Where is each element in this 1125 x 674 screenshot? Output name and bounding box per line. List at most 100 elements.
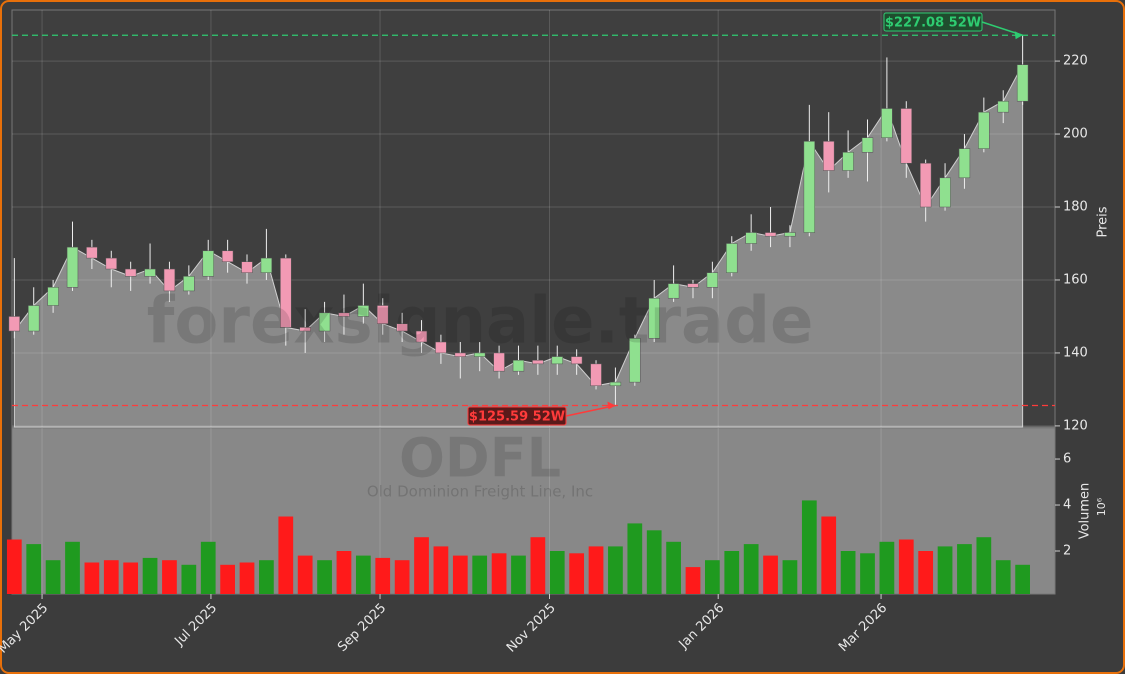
ticker-watermark: ODFL (399, 427, 561, 490)
candle-body (415, 330, 428, 343)
volume-bar (685, 567, 701, 594)
volume-tick-label: 2 (1063, 544, 1071, 559)
candle-body (241, 261, 253, 273)
candle-body (667, 283, 680, 299)
candle-body (842, 152, 854, 171)
volume-bar (375, 557, 391, 594)
company-watermark: Old Dominion Freight Line, Inc (367, 483, 593, 501)
candle-body (183, 276, 195, 292)
candle-body (221, 250, 234, 262)
volume-bar (239, 562, 255, 594)
candle-body (512, 359, 525, 372)
volume-bar (200, 541, 216, 594)
candle-body (784, 232, 796, 237)
candle-body (105, 257, 117, 270)
volume-bar (6, 539, 22, 594)
candle-body (803, 141, 816, 233)
volume-bar (724, 551, 740, 594)
watermark: forexsignale.trade (147, 285, 814, 359)
candle-body (532, 359, 544, 365)
volume-bar (879, 541, 895, 594)
candle-body (861, 137, 874, 153)
candle-body (939, 177, 951, 208)
volume-bar (278, 516, 294, 594)
volume-tick-label: 6 (1063, 452, 1071, 467)
volume-bar (355, 555, 371, 594)
candle-body (687, 283, 699, 288)
volume-bar (782, 560, 798, 594)
volume-bar (491, 553, 507, 594)
volume-bar (860, 553, 875, 594)
y-tick-label: 180 (1063, 200, 1088, 215)
y-tick-label: 120 (1063, 418, 1088, 433)
annotation-box (467, 406, 567, 426)
volume-bar (743, 544, 759, 594)
volume-bar (336, 551, 352, 594)
volume-bar (220, 564, 235, 594)
candle-body (435, 341, 447, 354)
annotation-label: $227.08 52W (885, 16, 981, 31)
candle-body (86, 246, 98, 259)
candle-body (493, 352, 505, 372)
volume-bar (103, 560, 119, 594)
candle-body (338, 312, 350, 317)
volume-bar (84, 562, 100, 594)
candle-body (163, 268, 176, 292)
candle-body (377, 305, 389, 325)
candle-body (396, 323, 408, 332)
volume-bar (666, 541, 681, 594)
candle-body (474, 352, 486, 357)
candle-body (202, 250, 214, 277)
volume-bar (123, 562, 139, 594)
volume-bar (181, 564, 197, 594)
volume-bar (976, 537, 992, 594)
candle-body (648, 297, 660, 339)
candle-body (997, 100, 1009, 113)
candle-body (299, 327, 311, 332)
volume-bar (317, 560, 332, 594)
volume-bar (26, 544, 42, 594)
candle-body (881, 108, 893, 138)
candle-body (66, 246, 79, 288)
candle-body (280, 257, 292, 328)
volume-bar (511, 555, 526, 594)
candle-body (454, 352, 466, 357)
volume-bar (297, 555, 313, 594)
candle-body (590, 363, 602, 387)
y-tick-label: 160 (1063, 272, 1088, 287)
candle-body (823, 141, 835, 171)
arrow-head (607, 401, 616, 410)
volume-bar (530, 537, 546, 594)
volume-bar (821, 516, 837, 594)
y-tick-label: 220 (1063, 54, 1088, 69)
volume-bar (394, 560, 410, 594)
volume-multiplier: 10⁶ (1095, 497, 1108, 516)
volume-bar (1015, 564, 1030, 594)
annotation-label: $125.59 52W (469, 410, 565, 425)
candle-body (609, 381, 622, 387)
candle-body (706, 272, 719, 288)
volume-bar (957, 544, 972, 594)
volume-bar (65, 541, 80, 594)
candle-body (570, 356, 583, 365)
candle-body (1016, 64, 1029, 102)
annotation-box (883, 12, 983, 32)
volume-bar (898, 539, 914, 594)
candle-body (764, 232, 777, 237)
volume-bar (433, 546, 449, 594)
candle-body (551, 356, 563, 365)
candle-body (8, 316, 21, 332)
candle-body (124, 268, 137, 277)
volume-bar (995, 560, 1011, 594)
candle-body (726, 243, 738, 273)
volume-bar (142, 557, 158, 594)
volume-bar (801, 500, 817, 594)
volume-tick-label: 4 (1063, 498, 1071, 513)
candle-body (629, 338, 641, 383)
volume-bar (840, 551, 856, 594)
volume-bar (627, 523, 643, 594)
volume-bar (45, 560, 61, 594)
volume-bar (705, 560, 720, 594)
candle-body (47, 287, 59, 306)
